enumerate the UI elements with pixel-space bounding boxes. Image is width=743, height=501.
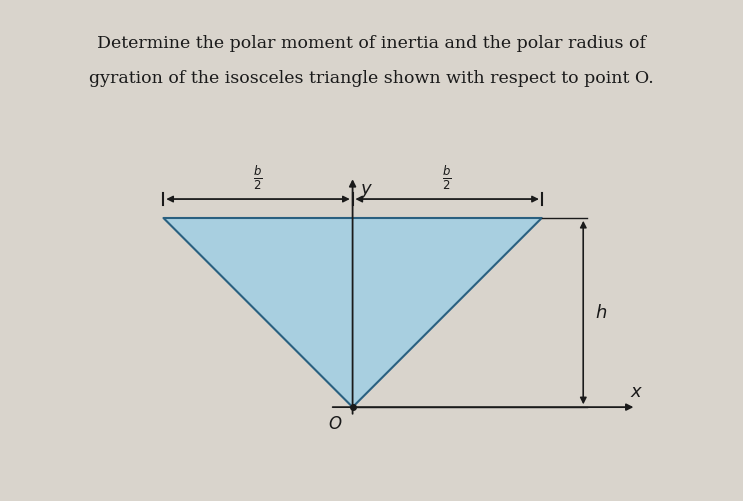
Text: y: y (360, 180, 371, 198)
Text: O: O (328, 415, 341, 433)
Text: $\frac{b}{2}$: $\frac{b}{2}$ (253, 163, 263, 191)
Text: gyration of the isosceles triangle shown with respect to point O.: gyration of the isosceles triangle shown… (89, 70, 654, 87)
Text: Determine the polar moment of inertia and the polar radius of: Determine the polar moment of inertia an… (97, 35, 646, 52)
Text: $\frac{b}{2}$: $\frac{b}{2}$ (442, 163, 452, 191)
Text: $h$: $h$ (594, 304, 607, 322)
Text: x: x (631, 383, 641, 401)
Polygon shape (163, 218, 542, 407)
